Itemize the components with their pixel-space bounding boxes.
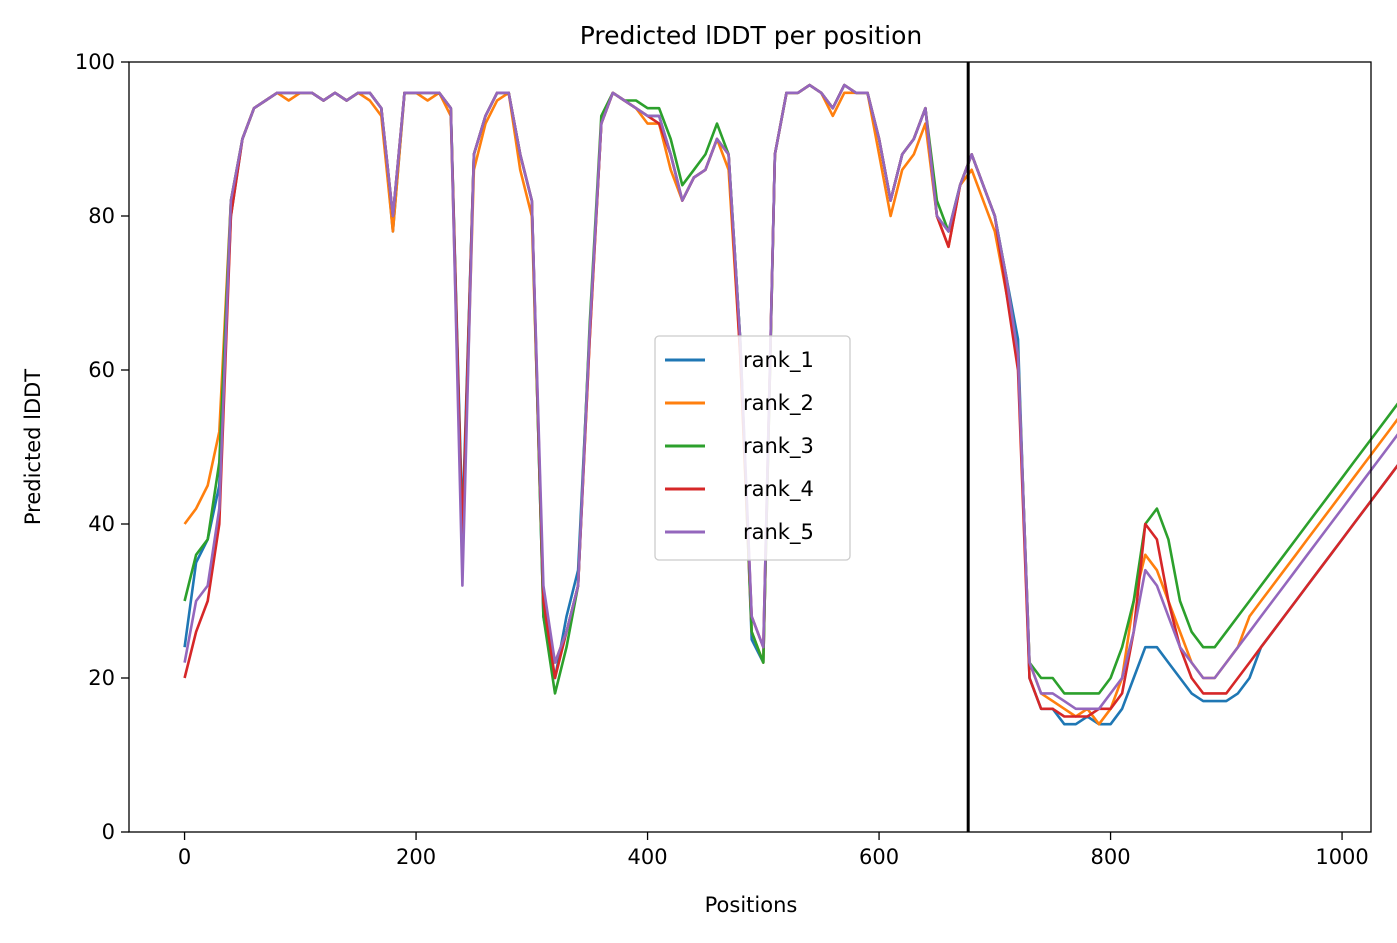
y-tick-label: 0 xyxy=(102,820,115,844)
legend-label-rank-4: rank_4 xyxy=(743,477,814,502)
x-axis-ticks: 0 200 400 600 800 1000 xyxy=(178,832,1369,869)
legend-label-rank-5: rank_5 xyxy=(743,520,814,545)
x-tick-label: 0 xyxy=(178,845,191,869)
legend: rank_1 rank_2 rank_3 rank_4 rank_5 xyxy=(654,335,851,561)
series-line-rank-5 xyxy=(183,83,1397,711)
x-tick-label: 800 xyxy=(1091,845,1131,869)
plot-frame xyxy=(128,61,1372,833)
legend-label-rank-1: rank_1 xyxy=(743,348,814,373)
x-tick-label: 200 xyxy=(396,845,436,869)
chart-title: Predicted lDDT per position xyxy=(580,21,922,50)
y-axis-ticks: 0 20 40 60 80 100 xyxy=(75,50,129,844)
series-lines xyxy=(183,83,1397,726)
x-tick-label: 1000 xyxy=(1315,845,1368,869)
y-tick-label: 80 xyxy=(88,204,115,228)
x-axis-label: Positions xyxy=(705,893,798,917)
x-tick-label: 400 xyxy=(628,845,668,869)
y-axis-label: Predicted lDDT xyxy=(21,369,45,525)
legend-label-rank-3: rank_3 xyxy=(743,434,814,459)
legend-label-rank-2: rank_2 xyxy=(743,391,814,416)
legend-box xyxy=(654,335,851,561)
y-tick-label: 20 xyxy=(88,666,115,690)
x-tick-label: 600 xyxy=(859,845,899,869)
y-tick-label: 60 xyxy=(88,358,115,382)
y-tick-label: 40 xyxy=(88,512,115,536)
y-tick-label: 100 xyxy=(75,50,115,74)
